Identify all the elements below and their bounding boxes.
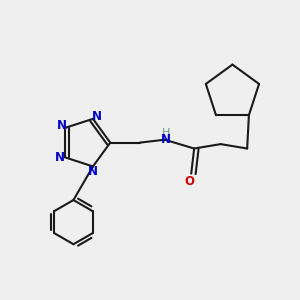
Text: H: H — [162, 128, 170, 138]
Text: N: N — [161, 133, 171, 146]
Text: N: N — [88, 165, 98, 178]
Text: O: O — [185, 175, 195, 188]
Text: N: N — [92, 110, 101, 123]
Text: N: N — [55, 151, 65, 164]
Text: N: N — [56, 119, 66, 132]
